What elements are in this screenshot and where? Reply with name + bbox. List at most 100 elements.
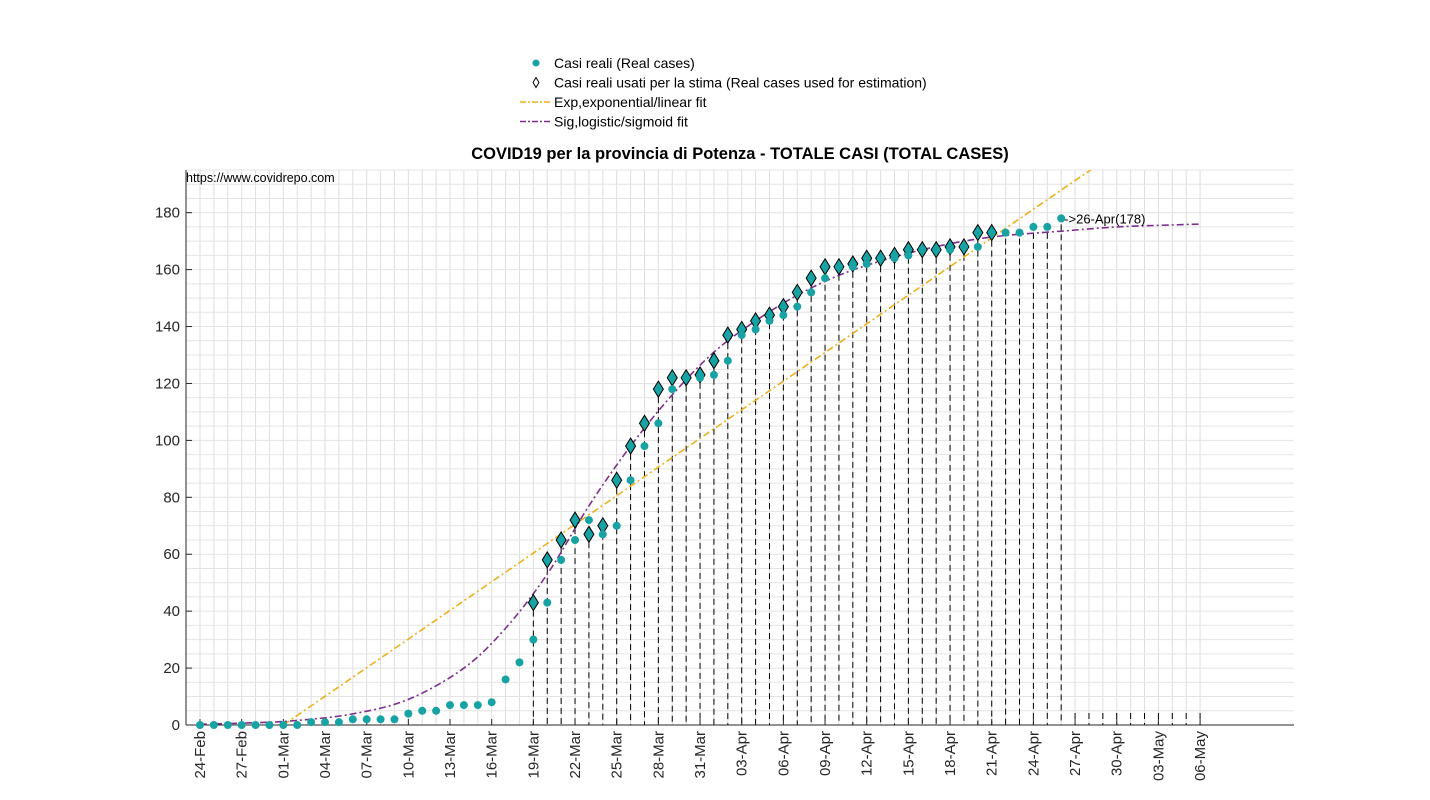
y-tick-label: 160: [155, 262, 180, 279]
estimation-point-diamond: [569, 511, 581, 530]
real-case-point: [1015, 228, 1024, 237]
real-case-point: [376, 715, 385, 724]
real-case-point: [598, 530, 607, 539]
real-case-point: [459, 701, 468, 710]
x-tick-label: 19-Mar: [525, 731, 542, 779]
estimation-point-diamond: [722, 326, 734, 345]
y-tick-label: 180: [155, 205, 180, 222]
y-tick-label: 100: [155, 432, 180, 449]
real-case-point: [890, 254, 899, 263]
real-case-point: [390, 715, 399, 724]
x-tick-label: 12-Apr: [859, 731, 876, 776]
x-tick-label: 16-Mar: [484, 731, 501, 779]
x-tick-label: 21-Apr: [984, 731, 1001, 776]
x-tick-label: 30-Apr: [1109, 731, 1126, 776]
x-tick-label: 31-Mar: [692, 731, 709, 779]
x-tick-label: 25-Mar: [609, 731, 626, 779]
y-tick-label: 120: [155, 375, 180, 392]
real-case-point: [362, 715, 371, 724]
real-case-point: [793, 302, 802, 311]
real-case-point: [751, 325, 760, 334]
real-case-point: [1001, 228, 1010, 237]
estimation-point-diamond: [972, 223, 984, 242]
x-tick-label: 04-Mar: [317, 731, 334, 779]
real-case-point: [543, 598, 552, 607]
y-tick-label: 20: [163, 660, 180, 677]
real-case-point: [223, 721, 232, 729]
real-case-point: [501, 675, 510, 684]
real-case-point: [237, 721, 246, 729]
real-case-point: [821, 274, 830, 283]
real-case-point: [293, 721, 302, 729]
y-tick-label: 0: [172, 717, 180, 734]
legend-label: Exp,exponential/linear fit: [554, 94, 707, 110]
legend-label: Casi reali (Real cases): [554, 55, 695, 71]
ticks: 0 20 40 60 80 100 120 140 160 180 24-Feb 27-Feb 01-M…: [155, 205, 1209, 781]
real-case-point: [834, 262, 843, 271]
real-case-point: [209, 721, 218, 729]
x-tick-label: 28-Mar: [650, 731, 667, 779]
real-case-point: [904, 251, 913, 260]
real-case-point: [932, 245, 941, 254]
estimation-point-diamond: [625, 437, 637, 456]
real-case-point: [807, 288, 816, 297]
real-case-point: [959, 242, 968, 251]
chart-title: COVID19 per la provincia di Potenza - TO…: [471, 145, 1009, 163]
real-case-point: [612, 521, 621, 530]
x-tick-label: 03-Apr: [734, 731, 751, 776]
real-case-point: [737, 331, 746, 340]
real-case-point: [307, 718, 316, 727]
y-tick-label: 80: [163, 489, 180, 506]
real-case-point: [1043, 222, 1052, 231]
legend-label: Casi reali usati per la stima (Real case…: [554, 75, 927, 91]
x-tick-label: 07-Mar: [359, 731, 376, 779]
axes: [185, 170, 1294, 726]
real-case-point: [404, 709, 413, 718]
x-tick-label: 24-Feb: [192, 731, 209, 779]
real-case-point: [251, 721, 260, 729]
x-tick-label: 01-Mar: [275, 731, 292, 779]
real-case-point: [557, 555, 566, 564]
legend-label: Sig,logistic/sigmoid fit: [554, 114, 688, 130]
real-case-point: [265, 721, 274, 729]
real-case-point: [696, 373, 705, 382]
x-tick-label: 09-Apr: [817, 731, 834, 776]
real-case-point: [279, 721, 288, 729]
real-case-point: [1029, 222, 1038, 231]
real-case-point: [348, 715, 357, 724]
real-case-point: [987, 228, 996, 237]
x-tick-label: 27-Apr: [1067, 731, 1084, 776]
last-value-annotation: ->26-Apr(178): [1064, 211, 1145, 226]
x-tick-label: 22-Mar: [567, 731, 584, 779]
x-tick-label: 03-May: [1150, 731, 1167, 782]
real-case-point: [473, 701, 482, 710]
y-tick-label: 60: [163, 546, 180, 563]
real-case-point: [515, 658, 524, 667]
estimation-point-diamond: [541, 550, 553, 569]
fit-lines: [199, 170, 1201, 725]
real-case-point: [1057, 214, 1066, 223]
real-case-point: [321, 718, 330, 727]
grid: [186, 169, 1294, 726]
estimation-point-diamond: [652, 380, 664, 399]
source-url: https://www.covidrepo.com: [186, 171, 335, 185]
legend: Casi reali (Real cases) Casi reali usati …: [520, 55, 927, 130]
y-tick-label: 40: [163, 603, 180, 620]
real-case-point: [723, 356, 732, 365]
real-case-point: [584, 516, 593, 525]
real-case-point: [418, 706, 427, 715]
real-case-point: [668, 385, 677, 394]
real-case-point: [432, 706, 441, 715]
estimation-point-diamond: [583, 525, 595, 544]
real-case-point: [626, 476, 635, 485]
real-case-point: [973, 242, 982, 251]
x-tick-label: 27-Feb: [234, 731, 251, 779]
x-tick-label: 13-Mar: [442, 731, 459, 779]
real-case-point: [918, 245, 927, 254]
estimation-point-diamond: [819, 257, 831, 276]
estimation-point-diamond: [805, 269, 817, 288]
real-case-point: [640, 442, 649, 451]
real-case-point: [196, 721, 204, 729]
legend-marker-diamond: [532, 76, 540, 89]
